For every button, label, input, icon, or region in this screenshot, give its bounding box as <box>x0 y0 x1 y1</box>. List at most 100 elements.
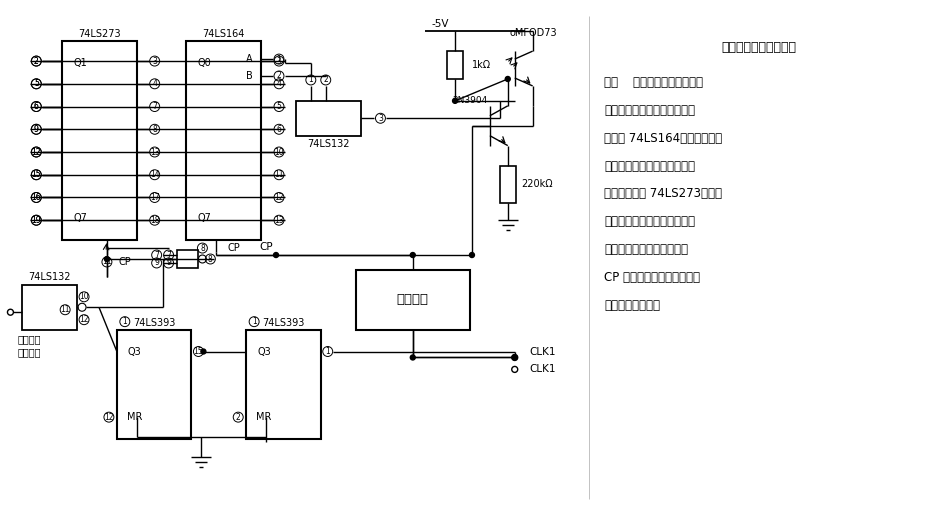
Text: 延时调整: 延时调整 <box>396 293 429 306</box>
Text: 9: 9 <box>33 125 39 134</box>
Text: 据，在读取数据的同时封锁: 据，在读取数据的同时封锁 <box>603 243 688 256</box>
Circle shape <box>410 355 415 360</box>
Text: 6: 6 <box>277 125 281 134</box>
Bar <box>117 330 191 439</box>
Text: 16: 16 <box>32 193 41 202</box>
Text: CP: CP <box>119 257 132 267</box>
Text: Q3: Q3 <box>128 347 141 357</box>
Text: 15: 15 <box>32 170 41 179</box>
Text: MR: MR <box>127 412 142 422</box>
Text: 19: 19 <box>32 216 41 225</box>
Text: 2: 2 <box>34 57 39 65</box>
Circle shape <box>410 253 415 257</box>
Text: 主控电路: 主控电路 <box>18 335 41 345</box>
Text: 12: 12 <box>274 193 283 202</box>
Text: 1: 1 <box>122 317 127 326</box>
Text: 2: 2 <box>277 72 281 80</box>
Text: 4: 4 <box>152 79 157 88</box>
Text: 4: 4 <box>277 79 281 88</box>
Text: 74LS132: 74LS132 <box>306 139 349 148</box>
Text: 3: 3 <box>378 114 382 123</box>
Text: B: B <box>246 71 252 81</box>
Text: 7: 7 <box>166 251 171 260</box>
Text: CP: CP <box>227 243 240 253</box>
Text: 存器的数据变化。: 存器的数据变化。 <box>603 299 660 312</box>
Text: 1: 1 <box>308 75 313 85</box>
Text: 9: 9 <box>154 258 159 267</box>
Text: 现场信号光纤传输接收: 现场信号光纤传输接收 <box>720 41 795 54</box>
Text: CP: CP <box>259 242 273 252</box>
Text: 8: 8 <box>200 243 204 253</box>
Text: 12: 12 <box>104 413 113 421</box>
Text: Q3: Q3 <box>257 347 271 357</box>
Text: 12: 12 <box>32 147 41 157</box>
Text: CLK1: CLK1 <box>529 348 556 358</box>
Text: MR: MR <box>256 412 272 422</box>
Bar <box>446 51 462 79</box>
Text: 12: 12 <box>79 315 89 324</box>
Text: 7: 7 <box>154 251 159 260</box>
Circle shape <box>469 253 474 257</box>
Text: 8: 8 <box>152 125 157 134</box>
Text: 6: 6 <box>33 102 39 111</box>
Text: 14: 14 <box>149 170 160 179</box>
Text: 6: 6 <box>33 102 39 111</box>
Text: 15: 15 <box>193 347 203 356</box>
Text: 11: 11 <box>60 305 70 314</box>
Text: 220kΩ: 220kΩ <box>522 180 553 189</box>
Circle shape <box>452 99 458 103</box>
Text: 13: 13 <box>149 147 160 157</box>
Text: 数据经移位寄存器转换成并行: 数据经移位寄存器转换成并行 <box>603 159 694 172</box>
Text: 3: 3 <box>152 57 157 65</box>
Text: 19: 19 <box>32 216 41 225</box>
Text: 74LS164: 74LS164 <box>202 29 245 39</box>
Text: 13: 13 <box>274 216 284 225</box>
Circle shape <box>511 355 517 360</box>
Text: Q1: Q1 <box>73 58 87 68</box>
Text: 2N3904: 2N3904 <box>452 97 487 105</box>
Text: Q7: Q7 <box>73 213 87 223</box>
Text: 1: 1 <box>251 317 256 326</box>
Text: A: A <box>246 54 252 64</box>
Text: 17: 17 <box>149 193 160 202</box>
Text: 电路可随时读取锁存器中的数: 电路可随时读取锁存器中的数 <box>603 215 694 228</box>
Text: 74LS393: 74LS393 <box>133 318 175 327</box>
Circle shape <box>200 349 206 354</box>
Text: 16: 16 <box>32 193 41 202</box>
Text: 控制信号: 控制信号 <box>18 348 41 358</box>
Text: 数据送锁存器 74LS273，主控: 数据送锁存器 74LS273，主控 <box>603 187 721 200</box>
Text: CP 脉冲，防止在读数期间锁: CP 脉冲，防止在读数期间锁 <box>603 271 700 284</box>
Text: 1kΩ: 1kΩ <box>471 60 491 70</box>
Text: 2: 2 <box>323 75 328 85</box>
Text: 11: 11 <box>274 170 283 179</box>
Text: 脉冲信号经光电转换后送移位: 脉冲信号经光电转换后送移位 <box>603 104 694 117</box>
Text: 74LS393: 74LS393 <box>262 318 304 327</box>
Bar <box>62 41 136 240</box>
Text: 15: 15 <box>32 170 41 179</box>
Text: 10: 10 <box>79 292 89 302</box>
Text: 5: 5 <box>33 79 39 88</box>
Bar <box>499 166 515 203</box>
Text: 2: 2 <box>236 413 240 421</box>
Text: 7: 7 <box>152 102 157 111</box>
Circle shape <box>505 76 509 81</box>
Text: 2: 2 <box>34 57 39 65</box>
Text: CLK1: CLK1 <box>529 364 556 374</box>
Text: 9: 9 <box>166 258 171 267</box>
Circle shape <box>273 253 278 257</box>
Text: oMFOD73: oMFOD73 <box>509 28 557 38</box>
Text: 11: 11 <box>102 257 111 266</box>
Text: Q7: Q7 <box>198 213 211 223</box>
Bar <box>296 101 360 135</box>
Text: 寄存器 74LS164，串行的输入: 寄存器 74LS164，串行的输入 <box>603 132 722 145</box>
Bar <box>22 285 77 330</box>
Text: Q0: Q0 <box>198 58 211 68</box>
Text: 10: 10 <box>274 147 284 157</box>
Text: 74LS132: 74LS132 <box>29 272 71 282</box>
Text: 18: 18 <box>149 216 160 225</box>
Text: 3: 3 <box>277 57 281 65</box>
Text: 5: 5 <box>33 79 39 88</box>
Bar <box>246 330 320 439</box>
Text: 1: 1 <box>277 54 281 64</box>
Text: -5V: -5V <box>431 19 448 29</box>
